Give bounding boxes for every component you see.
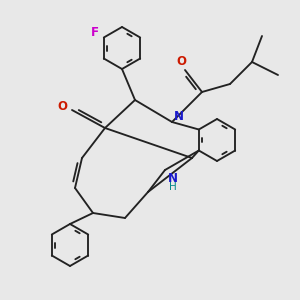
Text: O: O xyxy=(57,100,67,113)
Text: N: N xyxy=(174,110,184,124)
Text: N: N xyxy=(168,172,178,184)
Text: H: H xyxy=(169,182,177,192)
Text: O: O xyxy=(176,55,186,68)
Text: F: F xyxy=(91,26,99,39)
